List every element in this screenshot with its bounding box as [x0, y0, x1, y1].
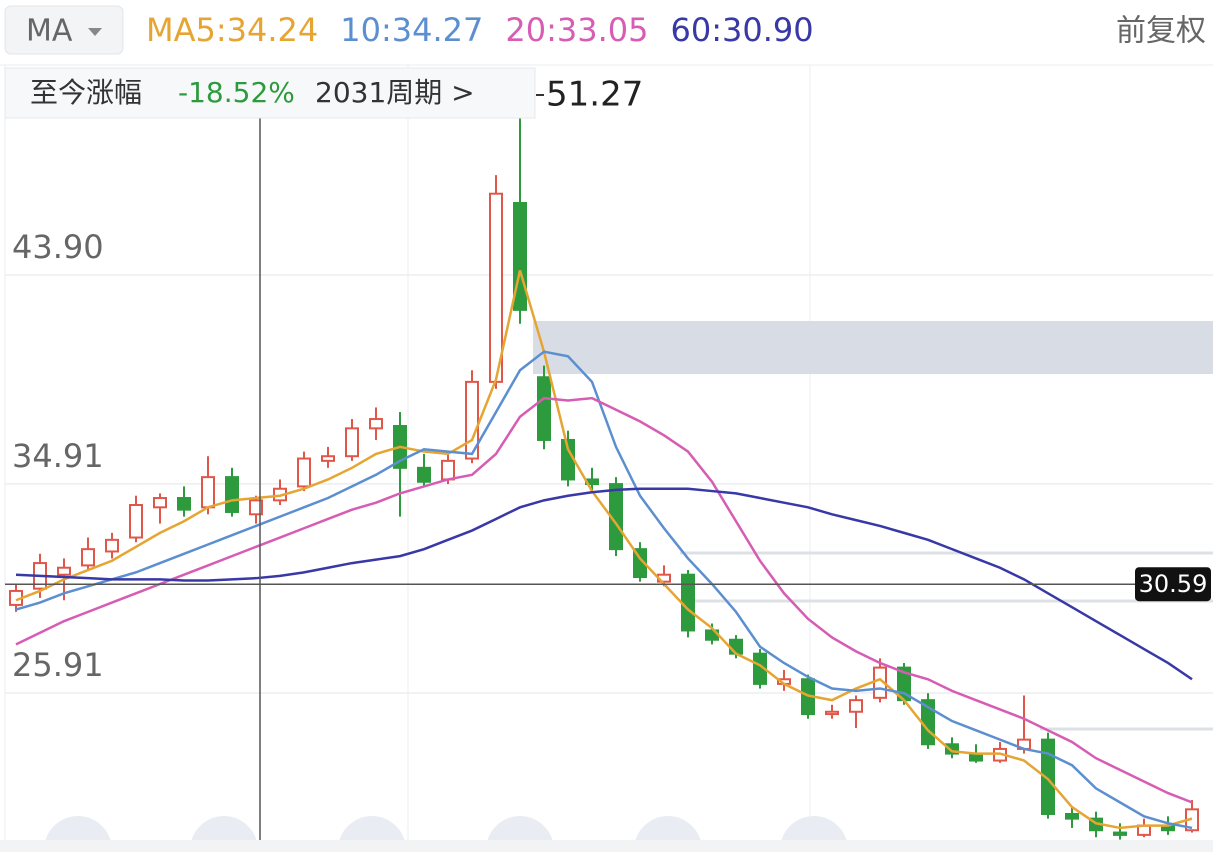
price-tag — [1135, 567, 1211, 602]
y-tick-label: 25.91 — [12, 646, 104, 684]
candle-body — [1065, 812, 1079, 820]
legend-entry: MA5:34.24 — [146, 11, 318, 49]
candle-body — [81, 548, 95, 567]
legend-entry: 20:33.05 — [505, 11, 648, 49]
summary-periods[interactable]: 2031周期 > — [315, 76, 475, 109]
candle-body — [729, 638, 743, 655]
candle-body — [153, 497, 167, 509]
candle-body — [249, 499, 263, 516]
candle-body — [1041, 738, 1055, 815]
candle-body — [465, 380, 479, 460]
ma-line — [15, 487, 1193, 681]
candle-body — [537, 376, 551, 441]
candle-body — [201, 476, 215, 509]
adjust-button[interactable]: 前复权 — [1116, 14, 1206, 49]
y-tick-label: 43.90 — [12, 228, 104, 266]
summary-label: 至今涨幅 — [30, 76, 142, 109]
ma-button-label[interactable]: MA — [26, 14, 73, 49]
dropdown-arrow — [88, 28, 102, 36]
summary-box[interactable] — [4, 67, 536, 119]
candle-body — [489, 192, 503, 383]
candle-body — [57, 566, 71, 576]
ma-line — [15, 270, 1193, 830]
candle-body — [225, 476, 239, 513]
candle-body — [849, 699, 863, 713]
summary-change: -18.52% — [178, 76, 295, 109]
candle-body — [129, 504, 143, 539]
y-tick-label: 34.91 — [12, 437, 104, 475]
legend-entry: 10:34.27 — [340, 11, 483, 49]
candle-body — [681, 573, 695, 632]
max-label: 51.27 — [546, 75, 643, 115]
candle-body — [945, 743, 959, 755]
candle-body — [345, 427, 359, 458]
bottom-strip — [0, 840, 1213, 852]
candle-body — [825, 710, 839, 716]
price-tag-label: 30.59 — [1139, 570, 1208, 598]
legend-entry: 60:30.90 — [670, 11, 813, 49]
candle-body — [321, 455, 335, 462]
candle-body — [105, 538, 119, 553]
ma-line — [15, 396, 1193, 804]
candle-body — [1113, 831, 1127, 836]
candle-body — [369, 418, 383, 430]
ma-button[interactable] — [4, 5, 124, 55]
price-zone — [533, 321, 1213, 374]
candle-body — [441, 459, 455, 481]
candle-body — [297, 457, 311, 488]
candle-body — [417, 466, 431, 483]
candle-body — [177, 497, 191, 511]
ma-line — [15, 350, 1193, 830]
